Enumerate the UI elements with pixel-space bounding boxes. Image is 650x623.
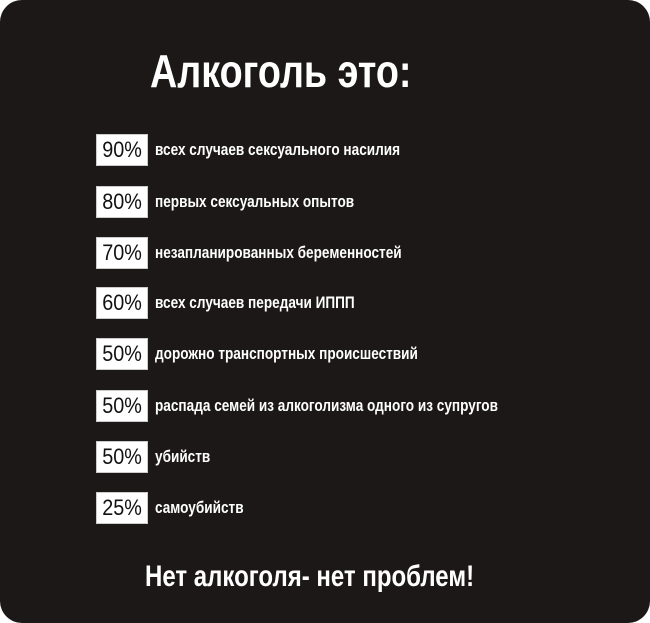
percent-value: 80% bbox=[102, 189, 142, 214]
poster-title: Алкоголь это: bbox=[150, 45, 412, 97]
percent-value: 25% bbox=[102, 495, 142, 520]
percent-badge: 70% bbox=[96, 237, 148, 269]
stat-row: 70% незапланированных беременностей bbox=[96, 236, 463, 270]
percent-badge: 50% bbox=[96, 441, 148, 473]
percent-badge: 60% bbox=[96, 287, 148, 319]
percent-badge: 80% bbox=[96, 186, 148, 218]
percent-badge: 25% bbox=[96, 492, 148, 524]
percent-value: 90% bbox=[102, 137, 142, 162]
stat-row: 50% распада семей из алкоголизма одного … bbox=[96, 389, 584, 423]
stat-row: 90% всех случаев сексуального насилия bbox=[96, 133, 461, 167]
percent-value: 60% bbox=[102, 290, 142, 315]
stat-row: 80% первых сексуальных опытов bbox=[96, 185, 404, 219]
stat-label: самоубийств bbox=[155, 498, 244, 517]
percent-value: 50% bbox=[102, 444, 142, 469]
stat-label: распада семей из алкоголизма одного из с… bbox=[155, 396, 498, 415]
poster-slogan: Нет алкоголя- нет проблем! bbox=[145, 560, 475, 593]
stat-row: 60% всех случаев передачи ИППП bbox=[96, 286, 405, 320]
percent-value: 70% bbox=[102, 240, 142, 265]
stat-row: 25% самоубийств bbox=[96, 491, 266, 525]
percent-badge: 50% bbox=[96, 338, 148, 370]
stat-label: незапланированных беременностей bbox=[155, 243, 402, 262]
percent-value: 50% bbox=[102, 393, 142, 418]
percent-badge: 90% bbox=[96, 134, 148, 166]
stat-label: дорожно транспортных происшествий bbox=[155, 344, 418, 363]
stat-label: убийств bbox=[155, 447, 211, 466]
stat-label: первых сексуальных опытов bbox=[155, 192, 355, 211]
stat-row: 50% убийств bbox=[96, 440, 224, 474]
stat-row: 50% дорожно транспортных происшествий bbox=[96, 337, 484, 371]
stat-label: всех случаев передачи ИППП bbox=[155, 293, 355, 312]
percent-badge: 50% bbox=[96, 390, 148, 422]
stat-label: всех случаев сексуального насилия bbox=[155, 140, 401, 159]
percent-value: 50% bbox=[102, 341, 142, 366]
